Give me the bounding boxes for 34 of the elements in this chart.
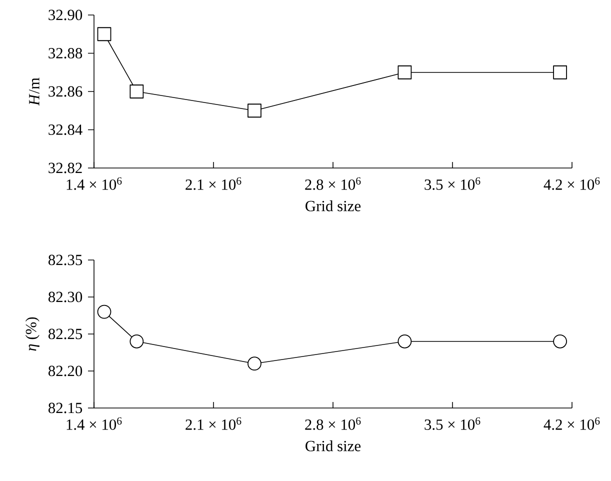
point [97,27,112,42]
point [398,65,412,80]
y-axis-title: η (%) [25,317,40,351]
point [553,65,567,80]
x-tick-label: 3.5 × 10$^{6}$ [424,177,480,190]
y-tick-label: 32.86 [48,86,82,97]
point [248,356,262,371]
point [130,334,144,348]
y-tick-label: 32.88 [48,48,82,58]
point [398,334,412,348]
x-tick-label: 3.5 × 10$^{6}$ [424,417,480,430]
y-tick-label: 32.82 [48,162,82,174]
y-tick-label: 32.90 [48,10,82,20]
y-tick-label: 82.30 [48,292,82,302]
x-tick-label: 2.1 × 10$^{6}$ [186,417,242,430]
x-tick-label: 1.4 × 10$^{6}$ [66,417,122,430]
x-axis-title: Grid size [306,200,361,212]
x-tick-label: 2.1 × 10$^{6}$ [186,177,242,190]
point [130,84,144,98]
y-tick-label: 32.84 [48,124,82,135]
x-tick-label: 2.8 × 10$^{6}$ [305,417,361,430]
x-tick-label: 4.2 × 10$^{6}$ [544,417,600,430]
y-tick-label: 82.25 [48,328,82,340]
point [248,104,262,118]
y-tick-label: 82.35 [48,254,82,266]
x-tick-label: 4.2 × 10$^{6}$ [544,177,600,190]
point [553,334,567,348]
x-tick-label: 2.8 × 10$^{6}$ [305,177,361,190]
y-tick-label: 82.15 [48,402,82,414]
point [97,304,112,319]
y-tick-label: 82.20 [48,366,82,376]
x-axis-title: Grid size [306,440,361,452]
y-axis-title: H/m [29,78,40,106]
x-tick-label: 1.4 × 10$^{6}$ [66,177,122,190]
